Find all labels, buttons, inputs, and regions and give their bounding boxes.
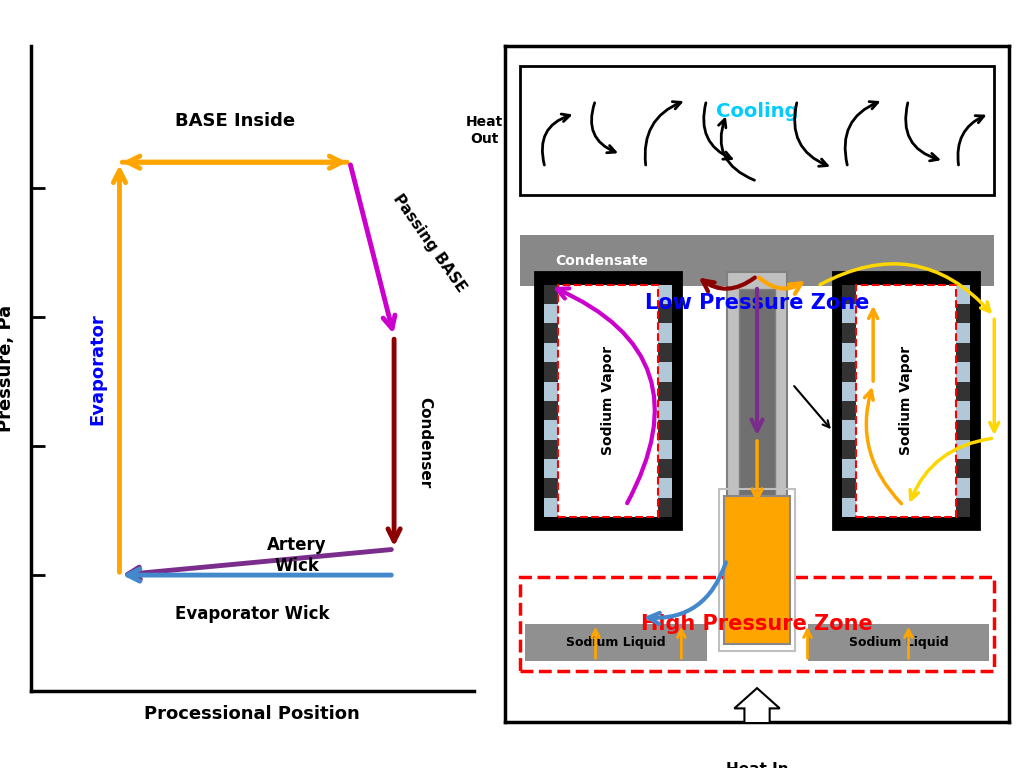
Bar bbox=[956, 459, 970, 478]
Bar bbox=[658, 478, 673, 498]
Bar bbox=[544, 343, 558, 362]
Text: Evaporator Wick: Evaporator Wick bbox=[175, 604, 330, 623]
Bar bbox=[842, 285, 856, 304]
Bar bbox=[842, 478, 856, 498]
Bar bbox=[658, 459, 673, 478]
Bar bbox=[658, 439, 673, 459]
Bar bbox=[727, 273, 787, 563]
Bar bbox=[956, 382, 970, 401]
Text: Condensate: Condensate bbox=[555, 253, 648, 268]
Bar bbox=[658, 401, 673, 420]
Bar bbox=[658, 382, 673, 401]
Bar bbox=[525, 624, 707, 661]
Text: Sodium Liquid: Sodium Liquid bbox=[849, 636, 949, 649]
Bar bbox=[658, 343, 673, 362]
Text: Sodium Vapor: Sodium Vapor bbox=[602, 346, 615, 455]
Text: Sodium Vapor: Sodium Vapor bbox=[899, 346, 913, 455]
Bar bbox=[658, 498, 673, 517]
Bar bbox=[842, 304, 856, 323]
FancyArrow shape bbox=[734, 688, 780, 749]
Text: Evaporator: Evaporator bbox=[89, 313, 106, 425]
Bar bbox=[544, 420, 558, 439]
Bar bbox=[842, 420, 856, 439]
Bar bbox=[842, 459, 856, 478]
Bar bbox=[520, 66, 994, 195]
Bar bbox=[544, 382, 558, 401]
Bar bbox=[520, 235, 994, 286]
Bar bbox=[956, 478, 970, 498]
Bar bbox=[956, 362, 970, 382]
Bar bbox=[832, 273, 980, 529]
Bar bbox=[842, 382, 856, 401]
Text: BASE Inside: BASE Inside bbox=[174, 112, 295, 130]
Bar bbox=[544, 459, 558, 478]
Bar bbox=[842, 362, 856, 382]
Bar bbox=[520, 577, 994, 671]
Bar bbox=[544, 304, 558, 323]
Bar bbox=[724, 495, 790, 644]
Bar bbox=[956, 304, 970, 323]
Bar bbox=[956, 498, 970, 517]
Text: Cooling: Cooling bbox=[716, 102, 798, 121]
Text: High Pressure Zone: High Pressure Zone bbox=[641, 614, 872, 634]
FancyArrow shape bbox=[444, 100, 500, 154]
Bar bbox=[842, 498, 856, 517]
Text: Condenser: Condenser bbox=[417, 397, 433, 488]
Bar bbox=[740, 290, 775, 505]
Bar bbox=[658, 304, 673, 323]
Bar bbox=[956, 439, 970, 459]
Bar bbox=[544, 401, 558, 420]
Bar bbox=[544, 323, 558, 343]
Text: Heat In: Heat In bbox=[726, 763, 788, 768]
Bar bbox=[842, 323, 856, 343]
Bar bbox=[558, 285, 658, 517]
Bar bbox=[544, 285, 558, 304]
Bar bbox=[956, 401, 970, 420]
Bar bbox=[842, 439, 856, 459]
Bar bbox=[658, 323, 673, 343]
Bar bbox=[856, 285, 956, 517]
Bar bbox=[658, 285, 673, 304]
Bar bbox=[544, 362, 558, 382]
Y-axis label: Pressure, Pa: Pressure, Pa bbox=[0, 305, 14, 432]
Text: Passing BASE: Passing BASE bbox=[389, 191, 469, 295]
Bar bbox=[808, 624, 989, 661]
Bar bbox=[956, 420, 970, 439]
Bar bbox=[544, 498, 558, 517]
Bar bbox=[956, 285, 970, 304]
Text: Low Pressure Zone: Low Pressure Zone bbox=[645, 293, 869, 313]
Bar bbox=[544, 439, 558, 459]
Bar bbox=[956, 343, 970, 362]
Bar bbox=[842, 401, 856, 420]
Text: Heat
Out: Heat Out bbox=[466, 115, 503, 146]
Bar bbox=[535, 273, 682, 529]
Bar bbox=[544, 478, 558, 498]
Text: Artery
Wick: Artery Wick bbox=[267, 536, 327, 575]
Bar bbox=[956, 323, 970, 343]
Text: Sodium Liquid: Sodium Liquid bbox=[565, 636, 665, 649]
X-axis label: Processional Position: Processional Position bbox=[144, 705, 360, 723]
Bar bbox=[658, 420, 673, 439]
Bar bbox=[719, 488, 795, 651]
Bar bbox=[658, 362, 673, 382]
Bar bbox=[842, 343, 856, 362]
